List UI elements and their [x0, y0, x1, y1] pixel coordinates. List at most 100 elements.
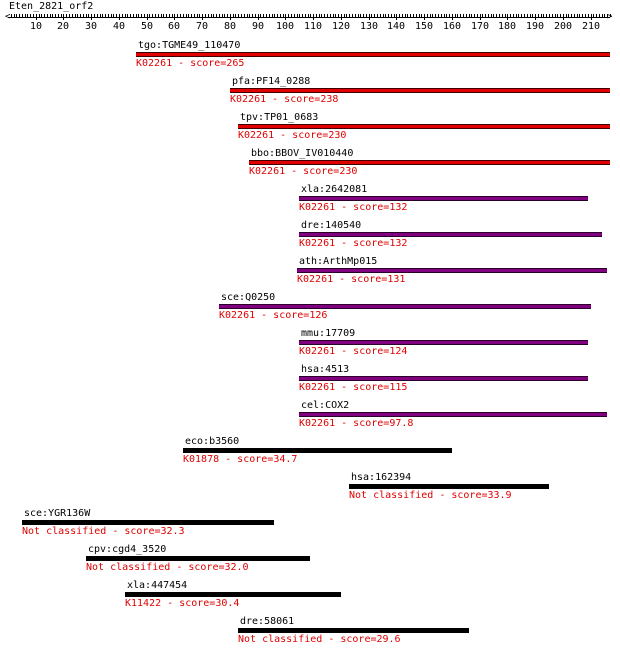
axis-tick	[549, 14, 550, 17]
hit-score-label: Not classified - score=32.0	[86, 562, 249, 573]
axis-tick	[166, 14, 167, 17]
hit-score-label: Not classified - score=32.3	[22, 526, 185, 537]
axis-tick	[233, 14, 234, 17]
axis-tick	[216, 14, 217, 17]
axis-tick	[333, 14, 334, 17]
hit-gene-link[interactable]: dre:58061	[240, 616, 295, 627]
hit-gene-link[interactable]: tgo:TGME49_110470	[138, 40, 241, 51]
hit-gene-link[interactable]: xla:447454	[127, 580, 188, 591]
axis-tick	[480, 14, 481, 20]
hit-bar[interactable]	[238, 124, 610, 129]
axis-tick	[399, 14, 400, 17]
hit-bar[interactable]	[299, 340, 588, 345]
axis-tick-label: 200	[553, 21, 573, 32]
axis-tick	[463, 14, 464, 17]
hit-bar[interactable]	[249, 160, 610, 165]
hit-gene-link[interactable]: hsa:162394	[351, 472, 412, 483]
axis-tick	[391, 14, 392, 17]
axis-tick	[466, 14, 467, 17]
hit-gene-link[interactable]: mmu:17709	[301, 328, 356, 339]
axis-tick	[255, 14, 256, 17]
axis-tick	[238, 14, 239, 17]
hit-bar[interactable]	[299, 232, 602, 237]
hit-bar[interactable]	[136, 52, 610, 57]
hit-score: 131	[387, 274, 406, 285]
hit-gene-link[interactable]: pfa:PF14_0288	[232, 76, 311, 87]
axis-tick	[349, 14, 350, 17]
axis-tick	[441, 14, 442, 17]
hit-gene-link[interactable]: xla:2642081	[301, 184, 368, 195]
axis-tick	[125, 14, 126, 17]
hit-ko: K02261	[299, 238, 336, 249]
axis-tick	[222, 14, 223, 17]
hit-gene-link[interactable]: hsa:4513	[301, 364, 350, 375]
axis-tick	[588, 14, 589, 17]
hit-score: 132	[389, 238, 408, 249]
axis-tick	[471, 14, 472, 17]
hit-gene-link[interactable]: cpv:cgd4_3520	[88, 544, 167, 555]
hit-bar[interactable]	[86, 556, 310, 561]
hit-gene-link[interactable]: sce:YGR136W	[24, 508, 91, 519]
axis-tick	[280, 14, 281, 17]
hit-ko: K02261	[299, 382, 336, 393]
axis-tick	[377, 14, 378, 17]
axis-tick	[211, 14, 212, 17]
hit-score-label: K02261 - score=131	[297, 274, 405, 285]
hit-bar[interactable]	[219, 304, 591, 309]
axis-tick	[427, 14, 428, 17]
axis-tick	[22, 14, 23, 17]
hit-gene-link[interactable]: ath:ArthMp015	[299, 256, 378, 267]
axis-tick	[474, 14, 475, 17]
score-prefix: - score=	[335, 418, 390, 429]
hit-score: 124	[389, 346, 408, 357]
axis-tick	[172, 14, 173, 17]
axis-tick	[566, 14, 567, 17]
axis-tick-label: 20	[56, 21, 70, 32]
hit-ko: K02261	[249, 166, 286, 177]
hit-gene-link[interactable]: eco:b3560	[185, 436, 240, 447]
hit-score: 238	[320, 94, 339, 105]
axis-tick	[274, 14, 275, 17]
axis-tick	[235, 14, 236, 17]
axis-tick	[535, 14, 536, 20]
axis-tick	[313, 14, 314, 20]
axis-tick-label: 80	[223, 21, 237, 32]
hit-bar[interactable]	[349, 484, 549, 489]
axis-tick	[122, 14, 123, 17]
axis-tick	[593, 14, 594, 17]
hit-score-label: K02261 - score=238	[230, 94, 338, 105]
hit-bar[interactable]	[299, 412, 607, 417]
hit-score-label: K02261 - score=115	[299, 382, 407, 393]
hit-gene-link[interactable]: cel:COX2	[301, 400, 350, 411]
hit-gene-link[interactable]: tpv:TP01_0683	[240, 112, 319, 123]
axis-tick	[63, 14, 64, 20]
axis-tick	[174, 14, 175, 20]
axis-tick	[136, 14, 137, 17]
hit-bar[interactable]	[297, 268, 607, 273]
hit-bar[interactable]	[299, 376, 588, 381]
hit-bar[interactable]	[299, 196, 588, 201]
axis-tick	[530, 14, 531, 17]
axis-tick	[579, 14, 580, 17]
score-prefix: - score=	[322, 634, 377, 645]
axis-tick	[607, 14, 608, 17]
axis-tick-label: 70	[195, 21, 209, 32]
axis-tick	[155, 14, 156, 17]
hit-score: 33.9	[487, 490, 512, 501]
score-prefix: - score=	[266, 94, 321, 105]
axis-tick	[410, 14, 411, 17]
axis-tick	[316, 14, 317, 17]
hit-bar[interactable]	[22, 520, 274, 525]
hit-gene-link[interactable]: sce:Q0250	[221, 292, 276, 303]
hit-bar[interactable]	[125, 592, 341, 597]
axis-tick-label: 100	[275, 21, 295, 32]
axis-tick	[75, 14, 76, 17]
hit-bar[interactable]	[183, 448, 452, 453]
hit-bar[interactable]	[238, 628, 469, 633]
hit-gene-link[interactable]: bbo:BBOV_IV010440	[251, 148, 354, 159]
hit-bar[interactable]	[230, 88, 610, 93]
hit-score-label: K02261 - score=97.8	[299, 418, 413, 429]
hit-ko: Not classified	[86, 562, 171, 573]
hit-gene-link[interactable]: dre:140540	[301, 220, 362, 231]
axis-tick-label: 50	[140, 21, 154, 32]
